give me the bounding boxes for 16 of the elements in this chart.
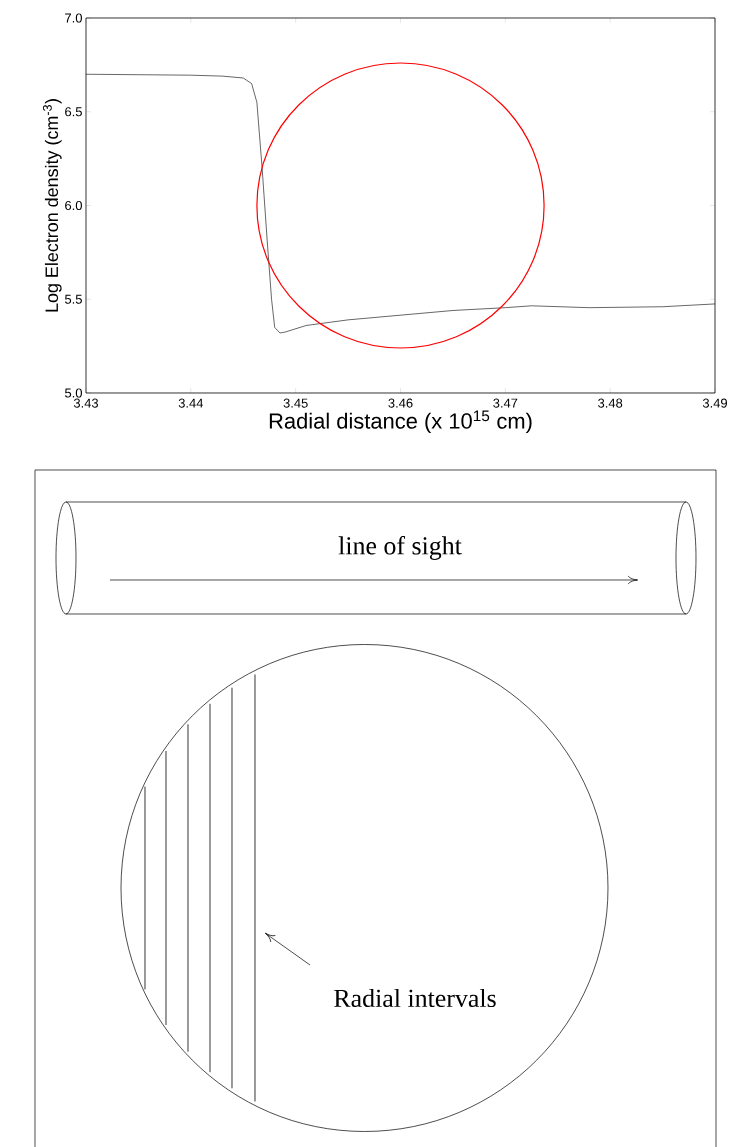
x-tick-label: 3.44 <box>178 398 204 408</box>
x-tick-label: 3.48 <box>598 398 623 408</box>
x-axis-title: Radial distance (x 10$^{15}$ cm) <box>269 410 532 434</box>
y-tick-label: 5.0 <box>64 388 82 398</box>
x-tick-label: 3.43 <box>73 398 99 408</box>
y-tick-label: 6.5 <box>65 107 82 117</box>
y-tick-label: 5.5 <box>64 294 82 304</box>
text: Radial intervals <box>334 988 496 1008</box>
y-tick-label: 6.0 <box>65 200 82 211</box>
y-tick-label: 7.0 <box>65 13 82 23</box>
x-tick-label: 3.47 <box>493 398 518 408</box>
x-tick-label: 3.46 <box>388 398 413 408</box>
x-tick-label: 3.45 <box>283 398 308 408</box>
y-axis-title: Log Electron density (cm$^{-3}$) <box>42 99 62 312</box>
text: line of sight <box>338 536 462 560</box>
x-tick-label: 3.49 <box>702 398 727 408</box>
